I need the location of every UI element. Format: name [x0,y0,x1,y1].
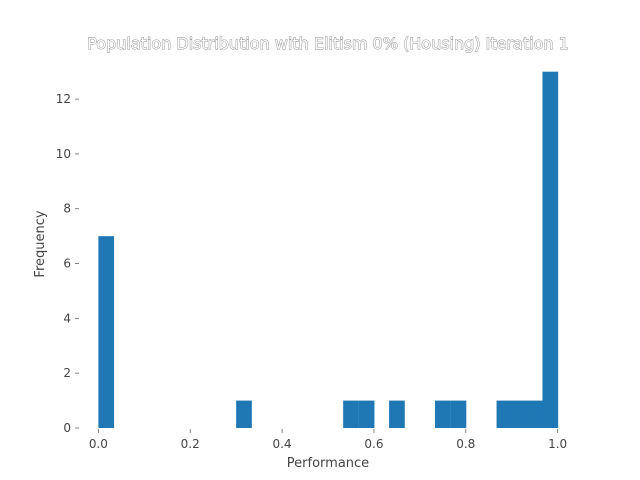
x-axis-ticks: 0.0 0.2 0.4 0.6 0.8 1.0 [89,429,567,451]
x-tick-label: 0.8 [456,437,475,451]
histogram-bar [435,400,451,428]
x-tick-label: 0.0 [89,437,108,451]
histogram-bar [496,400,513,428]
histogram-bar [450,400,467,428]
histogram-bar [343,400,359,428]
x-tick-label: 0.6 [364,437,383,451]
y-tick-label: 2 [63,366,71,380]
x-tick-label: 0.4 [273,437,292,451]
x-axis-label: Performance [287,456,369,471]
histogram-bar [98,236,115,428]
histogram-bar [526,400,543,428]
y-tick-label: 10 [56,147,71,161]
chart-title: Population Distribution with Elitism 0% … [87,34,569,53]
histogram-bar [358,400,375,428]
y-tick-label: 6 [63,257,71,271]
y-axis-ticks: 0 2 4 6 8 10 12 [56,92,79,435]
y-tick-label: 12 [56,92,71,106]
y-tick-label: 0 [63,421,71,435]
histogram-bar [236,400,252,428]
histogram-bars [98,71,559,428]
y-axis-label: Frequency [33,210,48,277]
histogram-bar [389,400,405,428]
y-tick-label: 8 [63,202,71,216]
x-tick-label: 0.2 [181,437,200,451]
histogram-bar [511,400,528,428]
x-tick-label: 1.0 [548,437,567,451]
histogram-bar [542,71,559,428]
y-tick-label: 4 [63,311,71,325]
